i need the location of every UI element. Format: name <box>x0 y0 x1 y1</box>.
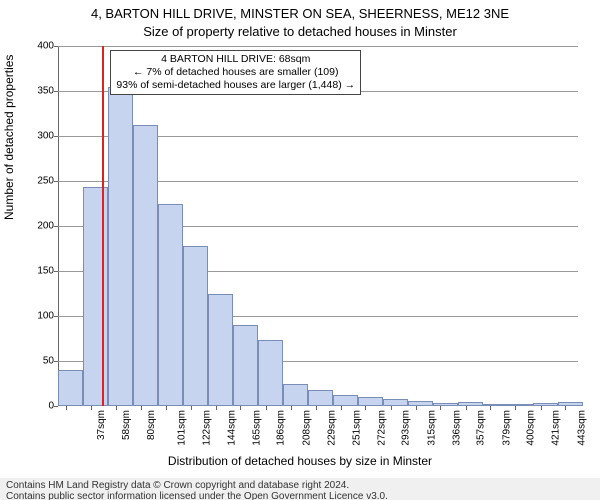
histogram-bar <box>458 402 483 407</box>
xtick-label: 186sqm <box>276 410 287 446</box>
histogram-bar <box>183 246 208 406</box>
info-box-line: ← 7% of detached houses are smaller (109… <box>116 66 355 79</box>
xtick-label: 315sqm <box>427 410 438 446</box>
xtick-mark <box>141 406 142 410</box>
ytick-mark <box>54 46 58 47</box>
ytick-mark <box>54 271 58 272</box>
xtick-mark <box>216 406 217 410</box>
info-box-line: 93% of semi-detached houses are larger (… <box>116 79 355 92</box>
marker-line <box>102 46 104 406</box>
xtick-label: 208sqm <box>302 410 313 446</box>
ytick-mark <box>54 226 58 227</box>
histogram-bar <box>283 384 308 407</box>
xtick-mark <box>391 406 392 410</box>
histogram-bar <box>333 395 358 406</box>
xtick-mark <box>266 406 267 410</box>
histogram-bar <box>383 399 408 406</box>
plot-area: 05010015020025030035040037sqm58sqm80sqm1… <box>58 46 578 406</box>
xtick-mark <box>490 406 491 410</box>
footer-line1: Contains HM Land Registry data © Crown c… <box>6 480 594 491</box>
y-axis-label: Number of detached properties <box>2 55 16 220</box>
xtick-mark <box>91 406 92 410</box>
xtick-label: 443sqm <box>576 410 587 446</box>
histogram-bar <box>308 390 333 406</box>
ytick-label: 350 <box>37 86 54 97</box>
xtick-mark <box>365 406 366 410</box>
title-main: 4, BARTON HILL DRIVE, MINSTER ON SEA, SH… <box>0 6 600 21</box>
xtick-label: 336sqm <box>451 410 462 446</box>
xtick-mark <box>440 406 441 410</box>
ytick-mark <box>54 181 58 182</box>
xtick-label: 357sqm <box>476 410 487 446</box>
histogram-bar <box>108 87 133 406</box>
xtick-label: 251sqm <box>352 410 363 446</box>
ytick-label: 50 <box>43 356 54 367</box>
xtick-mark <box>116 406 117 410</box>
xtick-label: 165sqm <box>251 410 262 446</box>
xtick-label: 101sqm <box>177 410 188 446</box>
xtick-mark <box>341 406 342 410</box>
histogram-bar <box>508 404 533 406</box>
xtick-label: 122sqm <box>201 410 212 446</box>
ytick-label: 200 <box>37 221 54 232</box>
xtick-label: 293sqm <box>401 410 412 446</box>
histogram-bar <box>133 125 158 406</box>
ytick-mark <box>54 136 58 137</box>
xtick-mark <box>316 406 317 410</box>
histogram-bar <box>358 397 383 406</box>
xtick-mark <box>515 406 516 410</box>
title-sub: Size of property relative to detached ho… <box>0 24 600 39</box>
xtick-mark <box>416 406 417 410</box>
xtick-mark <box>565 406 566 410</box>
histogram-bar <box>533 403 558 406</box>
ytick-mark <box>54 361 58 362</box>
histogram-bar <box>233 325 258 406</box>
xtick-mark <box>66 406 67 410</box>
histogram-bar <box>408 401 433 406</box>
xtick-label: 80sqm <box>146 410 157 440</box>
xtick-label: 379sqm <box>501 410 512 446</box>
xtick-label: 421sqm <box>550 410 561 446</box>
ytick-label: 400 <box>37 41 54 52</box>
xtick-label: 144sqm <box>227 410 238 446</box>
ytick-mark <box>54 406 58 407</box>
x-axis-label: Distribution of detached houses by size … <box>0 454 600 468</box>
ytick-label: 300 <box>37 131 54 142</box>
xtick-label: 58sqm <box>121 410 132 440</box>
histogram-bar <box>158 204 183 407</box>
xtick-mark <box>466 406 467 410</box>
histogram-bar <box>558 402 583 407</box>
footer-line2: Contains public sector information licen… <box>6 491 594 500</box>
histogram-bar <box>58 370 83 406</box>
xtick-label: 229sqm <box>326 410 337 446</box>
info-box: 4 BARTON HILL DRIVE: 68sqm← 7% of detach… <box>110 50 361 95</box>
chart-container: { "titles": { "main": "4, BARTON HILL DR… <box>0 0 600 500</box>
histogram-bar <box>208 294 233 407</box>
histogram-bar <box>483 404 508 406</box>
ytick-mark <box>54 91 58 92</box>
xtick-label: 400sqm <box>526 410 537 446</box>
xtick-mark <box>166 406 167 410</box>
ytick-label: 150 <box>37 266 54 277</box>
ytick-label: 0 <box>48 401 54 412</box>
xtick-label: 272sqm <box>376 410 387 446</box>
info-box-line: 4 BARTON HILL DRIVE: 68sqm <box>116 53 355 66</box>
ytick-mark <box>54 316 58 317</box>
gridline <box>58 46 578 47</box>
xtick-mark <box>541 406 542 410</box>
footer: Contains HM Land Registry data © Crown c… <box>0 478 600 500</box>
ytick-label: 250 <box>37 176 54 187</box>
ytick-label: 100 <box>37 311 54 322</box>
xtick-mark <box>240 406 241 410</box>
xtick-label: 37sqm <box>96 410 107 440</box>
histogram-bar <box>258 340 283 406</box>
histogram-bar <box>433 403 458 406</box>
xtick-mark <box>291 406 292 410</box>
xtick-mark <box>191 406 192 410</box>
